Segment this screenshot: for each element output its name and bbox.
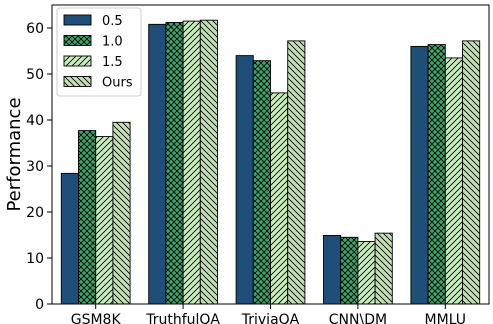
x-axis: GSM8K TruthfulQA TriviaQA CNN\DM MMLU [71, 304, 466, 324]
x-tick-label: TriviaQA [241, 312, 300, 324]
bar-1.0-MMLU [427, 44, 446, 305]
bar-0.5-CNN\DM [323, 235, 342, 305]
bar-Ours-TriviaQA [287, 40, 306, 305]
x-tick-label: MMLU [425, 312, 467, 324]
bar-1.0-CNN\DM [340, 236, 359, 305]
y-tick-label: 20 [26, 205, 44, 221]
bar-1.5-CNN\DM [357, 240, 376, 305]
y-tick-label: 40 [26, 113, 44, 129]
legend-swatch-1.0 [63, 35, 92, 46]
bar-1.5-MMLU [444, 57, 463, 305]
y-axis: 0 10 20 30 40 50 60 [26, 21, 52, 313]
y-tick-label: 50 [26, 67, 44, 83]
bar-1.5-GSM8K [95, 136, 114, 305]
bar-1.0-TriviaQA [252, 60, 271, 305]
x-tick-label: CNN\DM [329, 312, 387, 324]
bar-1.5-TruthfulQA [182, 20, 201, 305]
legend-label-0.5: 0.5 [102, 14, 123, 29]
y-tick-label: 60 [26, 21, 44, 37]
y-tick-label: 10 [26, 251, 44, 267]
bar-1.0-GSM8K [78, 130, 97, 305]
legend-swatch-Ours [63, 76, 92, 87]
x-tick-label: GSM8K [71, 312, 122, 324]
bar-1.0-TruthfulQA [165, 22, 184, 305]
legend: 0.5 1.0 1.5 Ours [56, 7, 142, 97]
legend-swatch-0.5 [63, 14, 92, 26]
bar-Ours-MMLU [462, 40, 481, 305]
bar-0.5-TruthfulQA [148, 23, 167, 305]
legend-label-Ours: Ours [102, 76, 133, 91]
bars-layer [60, 19, 481, 305]
legend-box [56, 7, 142, 97]
bar-Ours-CNN\DM [374, 232, 393, 305]
bar-1.5-TriviaQA [270, 92, 289, 305]
bar-0.5-MMLU [410, 45, 429, 305]
legend-label-1.0: 1.0 [102, 35, 123, 50]
legend-label-1.5: 1.5 [102, 55, 123, 70]
legend-swatch-1.5 [63, 55, 92, 67]
x-tick-label: TruthfulQA [145, 312, 220, 324]
bar-Ours-GSM8K [112, 121, 131, 305]
bar-0.5-GSM8K [60, 172, 79, 305]
y-tick-label: 0 [35, 297, 44, 313]
bar-0.5-TriviaQA [235, 55, 254, 305]
y-tick-label: 30 [26, 159, 44, 175]
y-axis-label: Performance [4, 97, 25, 211]
bar-Ours-TruthfulQA [199, 19, 218, 305]
